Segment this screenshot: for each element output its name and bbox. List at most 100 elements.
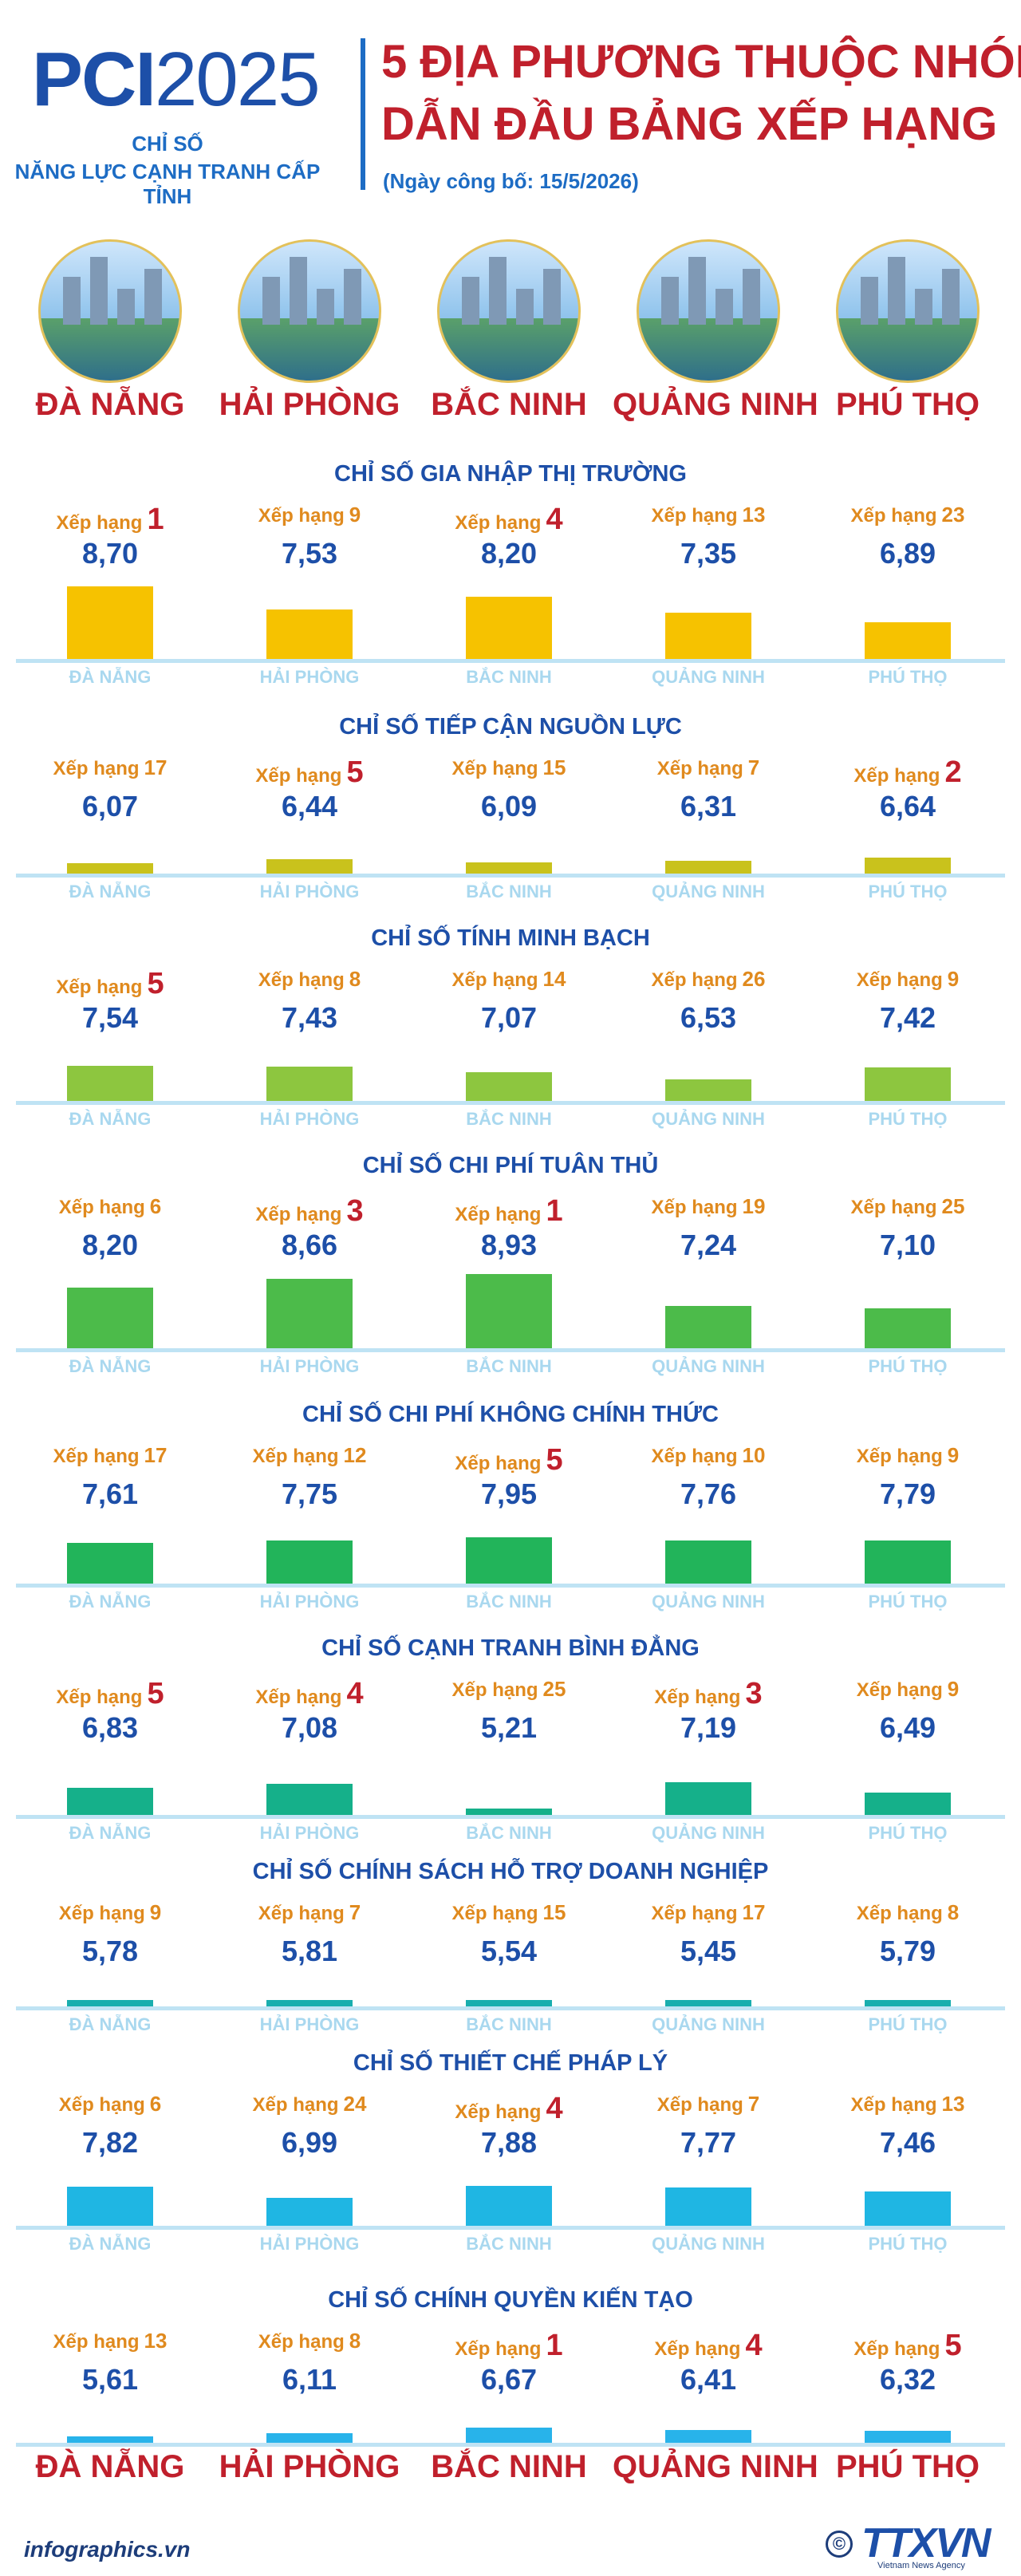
rank-label: Xếp hạng 1: [429, 1194, 589, 1229]
rank-number: 4: [546, 2092, 563, 2125]
rank-label: Xếp hạng 7: [629, 755, 788, 780]
rank-number: 1: [546, 1194, 563, 1228]
photo-building: [888, 257, 905, 325]
rank-number: 8: [349, 967, 361, 991]
rank-text: Xếp hạng: [856, 969, 943, 991]
rank-text: Xếp hạng: [455, 2101, 542, 2123]
bar: [266, 1540, 353, 1584]
rank-text: Xếp hạng: [258, 2331, 345, 2353]
rank-number: 19: [742, 1194, 766, 1218]
rank-label: Xếp hạng 13: [629, 503, 788, 527]
rank-label: Xếp hạng 14: [429, 967, 589, 992]
section-baseline: [16, 1348, 1005, 1352]
score-value: 6,07: [81, 790, 139, 823]
rank-text: Xếp hạng: [455, 512, 542, 534]
rank-label: Xếp hạng 9: [30, 1900, 190, 1925]
rank-text: Xếp hạng: [455, 2338, 542, 2360]
rank-number: 17: [144, 1443, 168, 1467]
rank-number: 9: [947, 1443, 960, 1467]
category-label: PHÚ THỌ: [868, 2234, 948, 2254]
rank-label: Xếp hạng 9: [230, 503, 389, 527]
category-label: BẮC NINH: [466, 1356, 552, 1376]
rank-number: 4: [546, 503, 563, 536]
bar: [266, 2432, 353, 2443]
section-title: CHỈ SỐ THIẾT CHẾ PHÁP LÝ: [353, 2050, 668, 2076]
rank-label: Xếp hạng 6: [30, 2092, 190, 2116]
rank-label: Xếp hạng 8: [828, 1900, 987, 1925]
category-label: HẢI PHÒNG: [259, 1109, 360, 1129]
rank-label: Xếp hạng 5: [30, 1677, 190, 1711]
rank-text: Xếp hạng: [656, 758, 743, 779]
rank-text: Xếp hạng: [56, 512, 143, 534]
score-value: 5,79: [879, 1935, 936, 1967]
province-name: HẢI PHÒNG: [219, 387, 400, 422]
category-label: PHÚ THỌ: [868, 2014, 948, 2034]
rank-number: 5: [346, 755, 364, 789]
bar: [466, 1071, 552, 1101]
rank-text: Xếp hạng: [853, 765, 940, 787]
bar: [266, 1279, 353, 1348]
rank-number: 9: [947, 967, 960, 991]
score-value: 5,45: [680, 1935, 737, 1967]
province-name-bottom: ĐÀ NẴNG: [35, 2449, 185, 2484]
bar: [466, 1537, 552, 1584]
bar: [665, 2000, 751, 2006]
category-label: BẮC NINH: [466, 667, 552, 687]
rank-text: Xếp hạng: [53, 1446, 140, 1467]
rank-number: 2: [944, 755, 962, 789]
rank-text: Xếp hạng: [455, 1204, 542, 1225]
category-label: QUẢNG NINH: [652, 1356, 765, 1376]
rank-text: Xếp hạng: [258, 969, 345, 991]
rank-label: Xếp hạng 2: [828, 755, 987, 790]
category-label: HẢI PHÒNG: [259, 2234, 360, 2254]
photo-building: [861, 277, 878, 325]
rank-text: Xếp hạng: [252, 1446, 339, 1467]
rank-text: Xếp hạng: [451, 969, 538, 991]
category-label: QUẢNG NINH: [652, 882, 765, 901]
rank-number: 13: [144, 2329, 168, 2353]
section-title: CHỈ SỐ TIẾP CẬN NGUỒN LỰC: [339, 714, 682, 740]
rank-text: Xếp hạng: [451, 1903, 538, 1924]
rank-number: 25: [941, 1194, 965, 1218]
category-label: QUẢNG NINH: [652, 1592, 765, 1611]
rank-label: Xếp hạng 19: [629, 1194, 788, 1219]
rank-number: 17: [144, 755, 168, 779]
rank-label: Xếp hạng 7: [230, 1900, 389, 1925]
bar: [665, 2430, 751, 2443]
score-value: 6,99: [281, 2126, 338, 2159]
rank-label: Xếp hạng 15: [429, 755, 589, 780]
bar: [466, 2428, 552, 2443]
province-name: QUẢNG NINH: [613, 387, 818, 422]
bar: [67, 1787, 153, 1815]
score-value: 7,08: [281, 1711, 338, 1744]
rank-label: Xếp hạng 8: [230, 2329, 389, 2353]
rank-number: 1: [546, 2329, 563, 2362]
rank-text: Xếp hạng: [255, 1204, 342, 1225]
bar: [266, 609, 353, 659]
score-value: 6,49: [879, 1711, 936, 1744]
publish-date: (Ngày công bố: 15/5/2026): [383, 169, 639, 193]
rank-label: Xếp hạng 25: [429, 1677, 589, 1702]
photo-ground: [41, 318, 179, 381]
score-value: 6,41: [680, 2363, 737, 2396]
bar: [266, 2000, 353, 2006]
site-url: infographics.vn: [24, 2537, 191, 2562]
rank-label: Xếp hạng 1: [30, 503, 190, 537]
category-label: BẮC NINH: [466, 2234, 552, 2254]
rank-label: Xếp hạng 26: [629, 967, 788, 992]
rank-label: Xếp hạng 5: [30, 967, 190, 1001]
score-value: 7,53: [281, 537, 338, 570]
photo-building: [543, 269, 561, 325]
score-value: 7,61: [81, 1477, 139, 1510]
rank-number: 8: [349, 2329, 361, 2353]
rank-text: Xếp hạng: [258, 505, 345, 527]
category-label: PHÚ THỌ: [868, 1109, 948, 1129]
score-value: 8,66: [281, 1229, 338, 1261]
bar: [67, 2436, 153, 2443]
score-value: 5,61: [81, 2363, 139, 2396]
bar: [67, 1288, 153, 1348]
province-photo: [836, 239, 980, 383]
section-title: CHỈ SỐ GIA NHẬP THỊ TRƯỜNG: [334, 461, 687, 487]
category-label: ĐÀ NẴNG: [69, 2234, 152, 2254]
category-label: PHÚ THỌ: [868, 882, 948, 901]
